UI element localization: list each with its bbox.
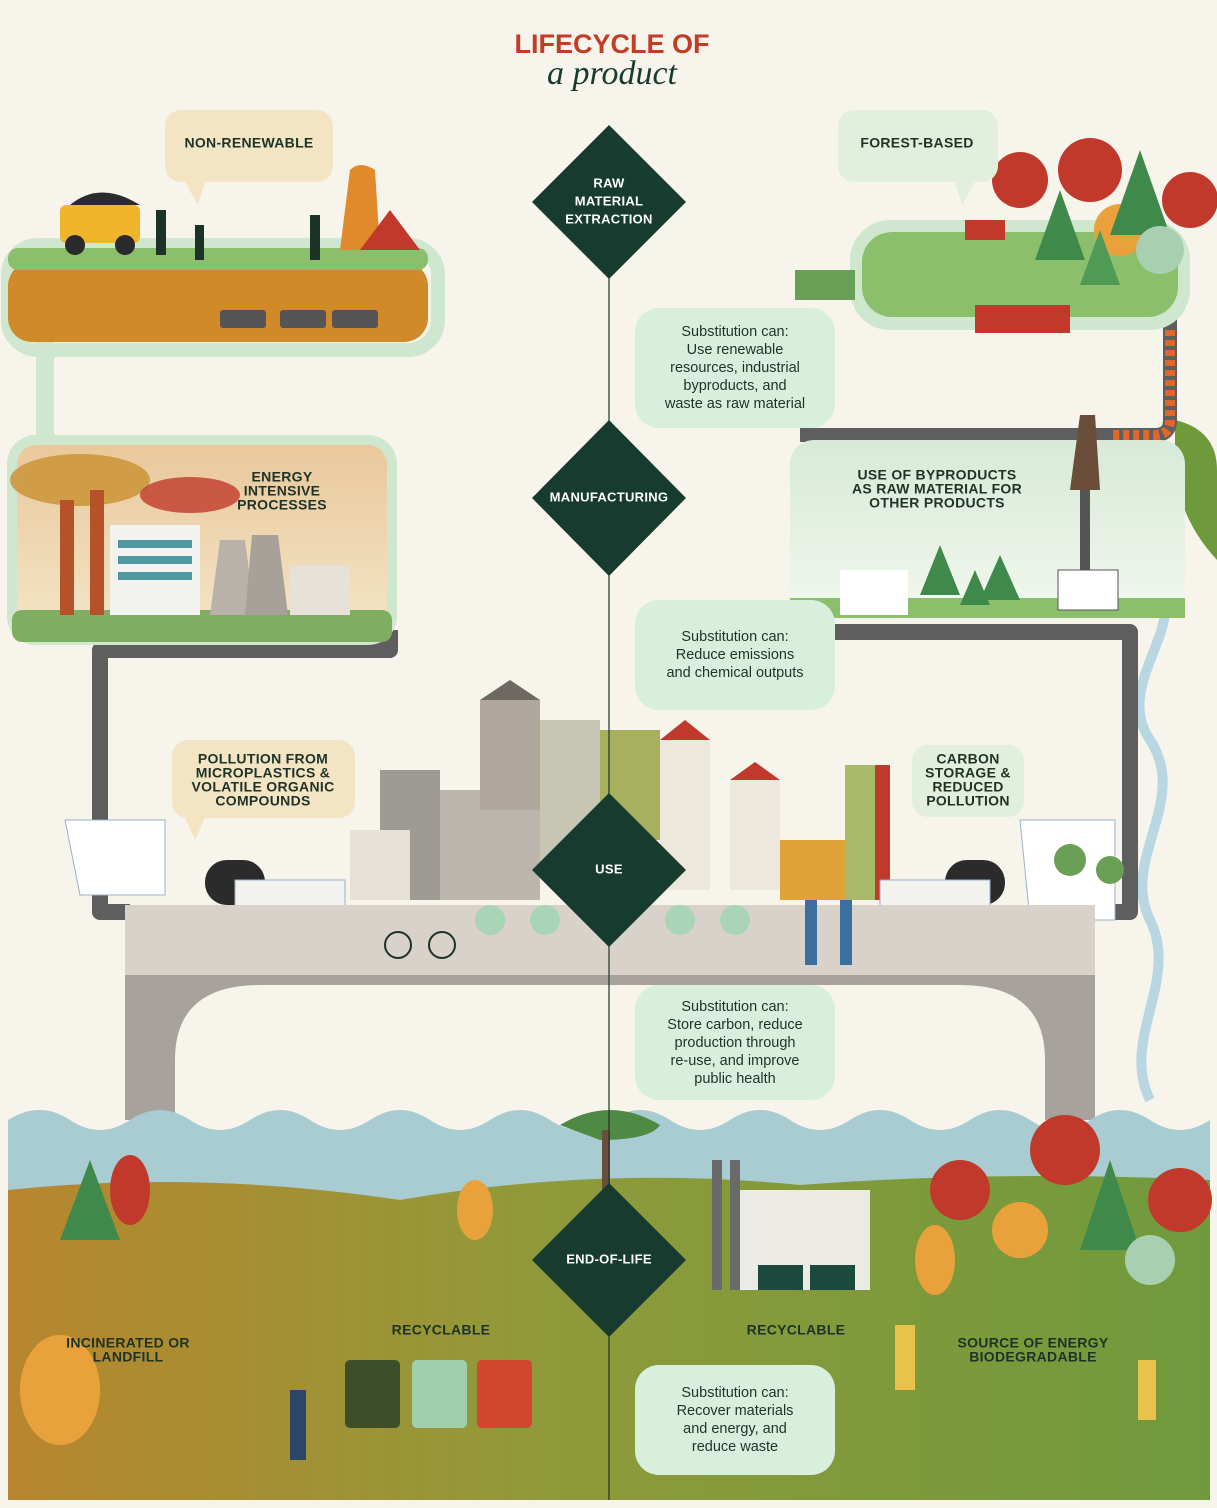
ground <box>8 262 428 342</box>
callout-label: LANDFILL <box>93 1349 164 1365</box>
building <box>110 525 200 615</box>
person <box>1138 1360 1156 1420</box>
substitution-text: Substitution can: <box>681 1385 788 1401</box>
stage-label: USE <box>595 861 623 876</box>
building <box>840 570 908 615</box>
substitution-text: resources, industrial <box>670 360 800 376</box>
wheel <box>115 235 135 255</box>
substitution-text: Store carbon, reduce <box>667 1017 802 1033</box>
package <box>65 820 165 895</box>
truck <box>975 305 1070 333</box>
person <box>895 1325 915 1390</box>
tractor <box>965 220 1005 240</box>
door <box>810 1265 855 1290</box>
substitution-text: byproducts, and <box>683 378 786 394</box>
tower <box>1080 490 1090 580</box>
stage-label: END-OF-LIFE <box>566 1251 652 1266</box>
stage-label: MANUFACTURING <box>550 489 669 504</box>
carts <box>220 310 378 328</box>
smoke <box>10 454 150 506</box>
building <box>290 565 350 615</box>
leaf <box>1096 856 1124 884</box>
substitution-text: Reduce emissions <box>676 647 794 663</box>
substitution-text: Substitution can: <box>681 999 788 1015</box>
substitution-text: Substitution can: <box>681 324 788 340</box>
callout-label: OTHER PRODUCTS <box>869 495 1005 511</box>
leaf <box>1054 844 1086 876</box>
callout-label: RECYCLABLE <box>747 1322 846 1338</box>
chimney <box>90 490 104 615</box>
substitution-text: reduce waste <box>692 1439 778 1455</box>
substitution-text: waste as raw material <box>664 396 805 412</box>
door <box>758 1265 803 1290</box>
subtitle: a product <box>547 55 679 92</box>
chimney <box>60 500 74 615</box>
substitution-text: Substitution can: <box>681 629 788 645</box>
callout-label: RECYCLABLE <box>392 1322 491 1338</box>
callout-label: NON-RENEWABLE <box>184 135 313 151</box>
substitution-text: and energy, and <box>683 1421 787 1437</box>
windows <box>118 540 192 580</box>
building <box>1058 570 1118 610</box>
chimney <box>730 1160 740 1290</box>
bin <box>345 1360 400 1428</box>
callout-label: POLLUTION <box>926 793 1010 809</box>
chimney <box>712 1160 722 1290</box>
infographic: LIFECYCLE OF a product RAWMATERIALEXTRAC… <box>0 0 1217 1508</box>
substitution-text: and chemical outputs <box>666 665 803 681</box>
callout-label: BIODEGRADABLE <box>969 1349 1097 1365</box>
plants <box>795 270 855 300</box>
person <box>840 900 852 965</box>
wheel <box>65 235 85 255</box>
stage-label: MATERIAL <box>575 193 644 208</box>
smoke <box>140 477 240 513</box>
substitution-text: production through <box>675 1035 796 1051</box>
substitution-text: public health <box>694 1071 775 1087</box>
substitution-text: Recover materials <box>677 1403 794 1419</box>
callout-label: PROCESSES <box>237 497 327 513</box>
person <box>805 900 817 965</box>
substitution-text: Use renewable <box>687 342 784 358</box>
person <box>290 1390 306 1460</box>
bin <box>412 1360 467 1428</box>
callout-label: FOREST-BASED <box>860 135 973 151</box>
callout-label: COMPOUNDS <box>215 793 310 809</box>
stage-label: RAW <box>593 175 625 190</box>
substitution-text: re-use, and improve <box>671 1053 800 1069</box>
bin <box>477 1360 532 1428</box>
stage-label: EXTRACTION <box>565 211 653 226</box>
